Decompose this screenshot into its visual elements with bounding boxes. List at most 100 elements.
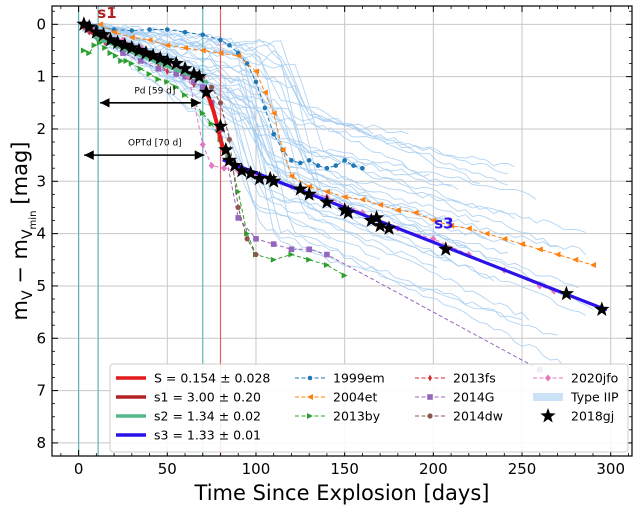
star-2018gj bbox=[363, 212, 379, 227]
x-axis-title: Time Since Explosion [days] bbox=[194, 481, 490, 505]
legend-label-s2: s2 = 1.34 ± 0.02 bbox=[154, 409, 261, 424]
star-2018gj bbox=[76, 16, 92, 31]
point-2020jfo bbox=[199, 141, 206, 149]
series-1999em bbox=[79, 22, 365, 171]
legend-item-2014G: 2014G bbox=[415, 390, 495, 405]
point-2004et bbox=[589, 262, 596, 269]
type-iip-curve bbox=[82, 22, 466, 249]
star-2018gj bbox=[191, 68, 207, 84]
point-2013by bbox=[208, 120, 215, 127]
point-2004et bbox=[111, 29, 118, 36]
point-2013by bbox=[288, 251, 295, 258]
point-2014G bbox=[191, 79, 197, 85]
axis-ticks: 0 50 100 150 200 250 300 0 1 2 3 4 5 6 7 8 bbox=[36, 6, 632, 478]
star-2018gj bbox=[340, 204, 356, 220]
point-2014G bbox=[199, 84, 206, 90]
star-2018gj bbox=[145, 47, 161, 63]
point-2004et bbox=[164, 42, 171, 49]
point-2014dw bbox=[253, 251, 259, 258]
point-2014G bbox=[137, 58, 144, 64]
star-2018gj bbox=[124, 39, 140, 55]
legend-item-2014dw: 2014dw bbox=[415, 409, 503, 424]
point-1999em bbox=[298, 160, 303, 166]
star-2018gj bbox=[262, 170, 278, 186]
point-2004et bbox=[199, 47, 206, 54]
star-2018gj bbox=[558, 285, 574, 301]
point-2013by bbox=[341, 272, 348, 279]
point-2014dw bbox=[244, 236, 250, 242]
point-2004et bbox=[465, 225, 472, 232]
legend-swatch-2013fs bbox=[428, 374, 432, 382]
legend-swatch-2004et bbox=[307, 394, 313, 400]
y-tick-label: 6 bbox=[36, 329, 46, 347]
star-2018gj bbox=[337, 202, 353, 217]
series-2004et bbox=[96, 21, 596, 269]
point-2004et bbox=[394, 207, 401, 214]
star-2018gj bbox=[110, 34, 126, 50]
point-2013by bbox=[91, 42, 98, 49]
legend-box bbox=[109, 363, 629, 453]
point-1999em bbox=[129, 28, 135, 33]
point-2020jfo bbox=[208, 162, 215, 170]
point-1999em bbox=[164, 27, 170, 32]
point-1999em bbox=[227, 42, 232, 48]
point-2014G bbox=[253, 236, 259, 242]
point-2014G bbox=[173, 71, 179, 77]
star-2018gj bbox=[81, 18, 97, 34]
point-2014G bbox=[120, 50, 126, 56]
legend-label-2020jfo: 2020jfo bbox=[571, 371, 618, 386]
point-2004et bbox=[554, 251, 561, 258]
legend-label-2014dw: 2014dw bbox=[453, 409, 503, 424]
point-2004et bbox=[430, 217, 437, 224]
point-2013by bbox=[123, 57, 130, 64]
type-iip-curve bbox=[82, 21, 558, 336]
star-2018gj bbox=[177, 60, 193, 76]
y-axis-title: mV − mVmin[mag] bbox=[8, 142, 39, 321]
legend-label-TypeIIP: Type IIP bbox=[570, 390, 619, 405]
point-2013by bbox=[146, 71, 153, 78]
legend-swatch-2013by bbox=[307, 413, 313, 419]
x-tick-label: 200 bbox=[419, 460, 448, 478]
legend-item-TypeIIP: Type IIP bbox=[533, 390, 619, 405]
star-2018gj bbox=[381, 220, 397, 235]
legend-item-2013fs: 2013fs bbox=[415, 371, 496, 386]
legend-label-2018gj: 2018gj bbox=[571, 409, 614, 424]
point-2004et bbox=[182, 44, 189, 51]
label-s3_label: s3 bbox=[434, 214, 453, 232]
legend-item-2020jfo: 2020jfo bbox=[533, 371, 618, 386]
legend-label-s1: s1 = 3.00 ± 0.20 bbox=[154, 390, 261, 405]
point-2004et bbox=[341, 193, 348, 200]
type-iip-curve bbox=[81, 29, 587, 256]
legend: S = 0.154 ± 0.028 s1 = 3.00 ± 0.20 s2 = 1.… bbox=[109, 363, 629, 453]
legend-label-2013by: 2013by bbox=[333, 409, 381, 424]
point-1999em bbox=[342, 158, 347, 163]
legend-item-2004et: 2004et bbox=[295, 390, 378, 405]
point-1999em bbox=[200, 32, 206, 38]
point-2004et bbox=[270, 110, 277, 117]
star-2018gj bbox=[369, 209, 385, 225]
legend-swatch-2020jfo bbox=[545, 374, 551, 382]
star-2018gj bbox=[438, 241, 454, 256]
point-2014G bbox=[288, 246, 295, 253]
star-2018gj bbox=[102, 32, 119, 47]
legend-item-1999em: 1999em bbox=[295, 371, 385, 386]
point-1999em bbox=[218, 37, 223, 43]
point-2004et bbox=[572, 256, 579, 263]
point-1999em bbox=[324, 165, 330, 171]
legend-item-S: S = 0.154 ± 0.028 bbox=[116, 371, 270, 386]
x-tick-label: 250 bbox=[508, 460, 537, 478]
y-tick-label: 4 bbox=[36, 225, 46, 243]
point-2004et bbox=[359, 196, 366, 203]
y-tick-label: 5 bbox=[36, 277, 46, 295]
point-1999em bbox=[271, 131, 277, 137]
y-title-sub2: V bbox=[20, 229, 36, 239]
point-2004et bbox=[288, 173, 295, 180]
star-2018gj bbox=[243, 165, 259, 180]
type-iip-curve bbox=[81, 22, 395, 241]
legend-label-1999em: 1999em bbox=[333, 371, 385, 386]
plot-frame bbox=[51, 5, 633, 457]
point-2013by bbox=[96, 39, 103, 46]
star-2018gj bbox=[218, 141, 234, 157]
point-2014dw bbox=[217, 100, 224, 106]
